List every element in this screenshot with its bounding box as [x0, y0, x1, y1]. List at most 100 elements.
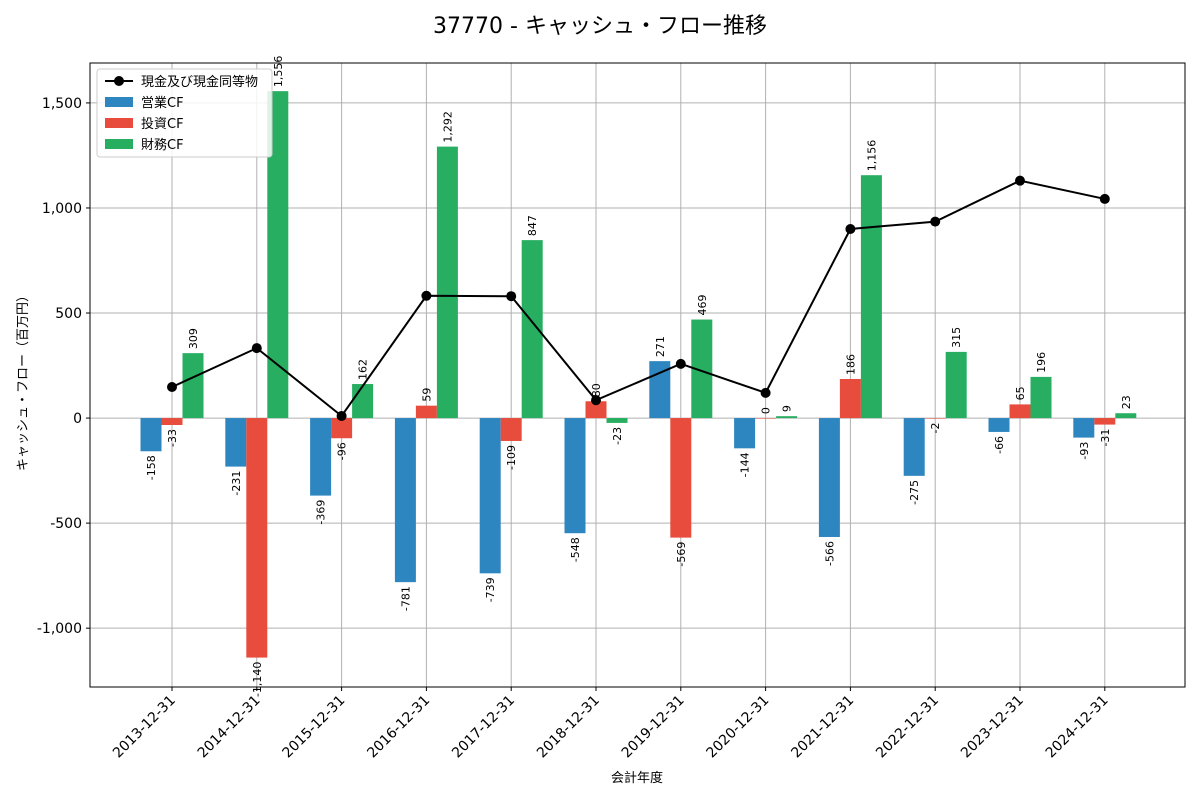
bar-投資CF-2016-12-31	[415, 405, 437, 419]
bar-投資CF-2018-12-31	[585, 401, 607, 419]
cash-point-2016-12-31	[421, 290, 432, 301]
bar-投資CF-2015-12-31	[331, 418, 353, 439]
data-label: -566	[823, 541, 836, 566]
data-label: -23	[611, 427, 624, 445]
data-label: 1,156	[865, 140, 878, 172]
y-tick-label: 500	[55, 306, 82, 322]
legend-entry: 投資CF	[141, 116, 184, 132]
x-tick-label: 2015-12-31	[280, 693, 349, 762]
x-tick-label: 2020-12-31	[704, 693, 773, 762]
bar-財務CF-2016-12-31	[436, 146, 458, 419]
data-label: -1,140	[251, 662, 264, 697]
legend-swatch	[105, 118, 133, 128]
x-tick-label: 2017-12-31	[449, 693, 518, 762]
bar-投資CF-2022-12-31	[924, 418, 946, 419]
bar-財務CF-2017-12-31	[521, 240, 543, 419]
data-label: 1,292	[441, 111, 454, 143]
cash-point-2019-12-31	[675, 358, 686, 369]
bar-財務CF-2020-12-31	[776, 416, 798, 419]
legend-marker	[114, 76, 124, 86]
data-label: -369	[315, 500, 328, 525]
x-tick-label: 2018-12-31	[534, 693, 603, 762]
data-label: -548	[569, 537, 582, 562]
data-label: -66	[993, 436, 1006, 454]
x-axis-label: 会計年度	[611, 770, 663, 786]
y-axis-label: キャッシュ・フロー（百万円）	[16, 289, 31, 471]
bar-財務CF-2024-12-31	[1115, 413, 1137, 419]
data-label: -231	[230, 471, 243, 496]
data-label: 80	[590, 383, 603, 397]
bar-投資CF-2023-12-31	[1009, 404, 1031, 419]
bar-財務CF-2018-12-31	[606, 418, 628, 423]
x-tick-label: 2013-12-31	[110, 693, 179, 762]
bar-営業CF-2023-12-31	[988, 418, 1010, 432]
x-tick-label: 2021-12-31	[788, 693, 857, 762]
x-tick-label: 2022-12-31	[873, 693, 942, 762]
data-label: -275	[908, 480, 921, 505]
data-label: 271	[654, 336, 667, 357]
bar-投資CF-2013-12-31	[161, 418, 183, 426]
cash-point-2022-12-31	[930, 216, 941, 227]
data-label: 59	[420, 388, 433, 402]
data-label: 9	[781, 405, 794, 412]
x-tick-label: 2019-12-31	[619, 693, 688, 762]
cash-point-2017-12-31	[506, 291, 517, 302]
legend-entry: 営業CF	[141, 95, 184, 111]
bar-財務CF-2015-12-31	[352, 384, 374, 419]
data-label: 23	[1120, 395, 1133, 409]
data-label: -31	[1099, 429, 1112, 447]
plot-frame	[89, 62, 1186, 688]
data-label: -144	[739, 452, 752, 477]
data-label: -569	[675, 542, 688, 567]
bar-営業CF-2013-12-31	[140, 418, 162, 452]
bar-投資CF-2019-12-31	[670, 418, 692, 538]
bar-営業CF-2024-12-31	[1073, 418, 1095, 438]
data-label: -33	[166, 429, 179, 447]
y-tick-label: 0	[73, 411, 82, 427]
cash-point-2023-12-31	[1015, 175, 1025, 186]
legend-box	[96, 68, 273, 158]
data-label: -2	[929, 422, 942, 433]
bar-財務CF-2023-12-31	[1030, 376, 1052, 419]
bar-財務CF-2013-12-31	[182, 353, 204, 419]
bar-営業CF-2014-12-31	[225, 418, 247, 467]
legend-entry: 財務CF	[141, 138, 184, 153]
bar-営業CF-2020-12-31	[734, 418, 756, 449]
bar-財務CF-2019-12-31	[691, 319, 713, 419]
bar-投資CF-2017-12-31	[500, 418, 522, 441]
data-label: 0	[760, 407, 773, 414]
bar-財務CF-2021-12-31	[860, 175, 882, 419]
bar-営業CF-2022-12-31	[903, 418, 925, 476]
data-label: 1,556	[272, 56, 285, 88]
data-label: -93	[1078, 442, 1091, 460]
bar-営業CF-2015-12-31	[310, 418, 332, 496]
data-label: 65	[1014, 386, 1027, 400]
cash-point-2021-12-31	[845, 223, 856, 234]
x-tick-label: 2024-12-31	[1043, 693, 1112, 762]
bar-財務CF-2022-12-31	[945, 351, 967, 419]
x-tick-label: 2014-12-31	[195, 693, 264, 762]
cash-point-2024-12-31	[1099, 193, 1110, 204]
data-label: 309	[187, 328, 200, 349]
data-label: 315	[950, 327, 963, 348]
bar-投資CF-2021-12-31	[839, 378, 861, 419]
data-label: -158	[145, 455, 158, 480]
y-tick-label: 1,000	[42, 201, 82, 217]
data-label: -739	[484, 577, 497, 602]
data-label: -96	[336, 442, 349, 460]
bar-投資CF-2020-12-31	[755, 418, 777, 419]
bar-営業CF-2021-12-31	[818, 418, 840, 537]
bar-財務CF-2014-12-31	[267, 91, 289, 419]
bar-営業CF-2018-12-31	[564, 418, 586, 534]
data-labels-layer: -158 -231 -369 -781 -739 -548 271 -144 -566 -275 -…	[145, 56, 1133, 697]
x-tick-label: 2023-12-31	[958, 693, 1027, 762]
data-label: 469	[696, 295, 709, 316]
cash-line-layer	[167, 175, 1110, 421]
cash-line	[171, 179, 1106, 418]
cash-point-2015-12-31	[336, 410, 347, 421]
cash-point-2014-12-31	[251, 343, 262, 354]
cash-point-2020-12-31	[760, 387, 771, 398]
y-tick-label: -500	[50, 516, 82, 532]
bar-投資CF-2014-12-31	[246, 418, 268, 658]
